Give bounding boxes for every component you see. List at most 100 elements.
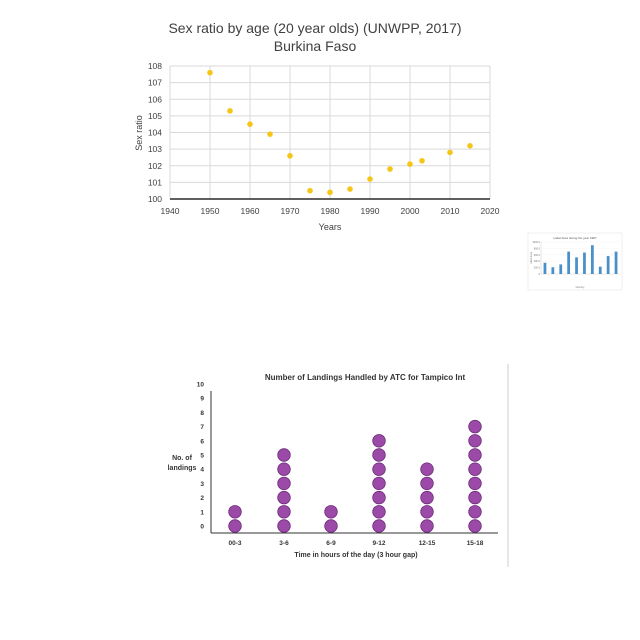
dot-marker <box>228 519 242 533</box>
dot-marker <box>468 490 482 505</box>
y-tick-labels: 0 1 2 3 4 5 6 7 8 9 10 <box>197 382 205 531</box>
x-tick-label: 12-15 <box>419 540 436 547</box>
x-tick-label: 15-18 <box>467 540 484 547</box>
dot-plot-title: Number of Landings Handled by ATC for Ta… <box>265 373 466 382</box>
dot-marker <box>277 448 291 462</box>
dot-marker <box>372 462 386 476</box>
thumbnail-bar <box>583 252 586 274</box>
scatter-point <box>407 161 413 167</box>
y-tick-label: 101 <box>148 177 162 187</box>
dot-plot-chart: Number of Landings Handled by ATC for Ta… <box>168 364 509 567</box>
thumbnail-bar <box>590 245 594 274</box>
x-tick-labels: 1940 1950 1960 1970 1980 1990 2000 2010 2020 <box>161 206 500 216</box>
scatter-point <box>347 186 353 192</box>
thumbnail-y-tick: 1000.0 <box>532 241 540 244</box>
x-tick-label: 1940 <box>161 206 180 216</box>
data-points <box>207 69 473 196</box>
dot-marker <box>372 434 386 448</box>
dot-marker <box>468 505 482 519</box>
thumbnail-x-label: Country <box>576 286 586 289</box>
y-tick-label: 9 <box>200 396 204 403</box>
dot-marker <box>420 462 434 476</box>
scatter-point <box>387 166 393 172</box>
y-tick-label: 1 <box>200 509 204 516</box>
y-tick-label: 5 <box>200 453 204 460</box>
scatter-point <box>267 131 273 137</box>
x-axis-label: Years <box>319 222 342 232</box>
dot-marker <box>372 490 386 505</box>
y-axis-label: Sex ratio <box>134 115 144 151</box>
y-tick-label: 104 <box>148 128 162 138</box>
dot-columns <box>228 419 482 533</box>
dot-marker <box>420 519 434 533</box>
dot-marker <box>372 448 386 462</box>
x-tick-label: 9-12 <box>372 540 385 547</box>
x-tick-label: 00-3 <box>228 540 241 547</box>
dot-marker <box>420 476 434 491</box>
x-tick-label: 1950 <box>201 206 220 216</box>
thumbnail-frame <box>527 232 623 291</box>
dot-marker <box>324 519 338 533</box>
x-tick-label: 1970 <box>281 206 300 216</box>
y-tick-label: 2 <box>200 495 204 502</box>
y-tick-label: 103 <box>148 144 162 154</box>
scatter-point <box>419 157 425 164</box>
dot-marker <box>468 448 482 462</box>
y-tick-label: 105 <box>148 111 162 121</box>
x-tick-label: 6-9 <box>326 540 336 547</box>
x-tick-label: 3-6 <box>279 540 289 547</box>
x-tick-labels: 00-3 3-6 6-9 9-12 12-15 15-18 <box>228 540 483 547</box>
dot-marker <box>468 419 482 434</box>
y-tick-label: 6 <box>200 438 204 445</box>
y-tick-label: 8 <box>200 410 204 417</box>
scatter-point <box>287 152 293 159</box>
dot-marker <box>468 476 482 491</box>
thumbnail-bar-chart: Label does during the year 1987 0 200.0 400… <box>527 232 623 291</box>
dot-marker <box>468 462 482 476</box>
thumbnail-y-tick: 400.0 <box>534 260 541 263</box>
y-axis-label-line2: landings <box>168 465 197 472</box>
dot-marker <box>420 490 434 505</box>
y-tick-label: 7 <box>200 424 204 431</box>
x-tick-label: 1960 <box>241 206 260 216</box>
scatter-point <box>327 189 333 196</box>
scatter-point <box>467 143 473 149</box>
thumbnail-y-tick: 800.0 <box>534 247 541 250</box>
thumbnail-y-label: Label does <box>530 251 533 264</box>
chart-title: Sex ratio by age (20 year olds) (UNWPP, … <box>168 20 461 36</box>
x-tick-label: 2020 <box>481 206 500 216</box>
y-tick-labels: 100 101 102 103 104 105 106 107 108 <box>148 61 162 204</box>
thumbnail-bar <box>551 267 555 274</box>
thumbnail-bar <box>614 251 618 274</box>
x-tick-label: 2000 <box>401 206 420 216</box>
dot-marker <box>228 505 242 519</box>
thumbnail-bar <box>543 262 547 274</box>
dot-marker <box>277 505 291 519</box>
thumbnail-bar <box>606 256 610 274</box>
x-tick-label: 1980 <box>321 206 340 216</box>
dot-marker <box>277 476 291 491</box>
thumbnail-bar <box>575 257 578 274</box>
y-tick-label: 0 <box>200 524 204 531</box>
x-tick-label: 1990 <box>361 206 380 216</box>
dot-marker <box>277 519 291 533</box>
y-tick-label: 10 <box>197 382 205 389</box>
dot-marker <box>277 462 291 476</box>
y-tick-label: 102 <box>148 161 162 171</box>
thumbnail-bar <box>598 266 602 274</box>
scatter-point <box>447 149 453 156</box>
y-tick-label: 4 <box>200 467 204 474</box>
scatter-point <box>367 176 373 182</box>
dot-marker <box>324 505 338 519</box>
dot-marker <box>372 476 386 491</box>
x-tick-label: 2010 <box>441 206 460 216</box>
y-tick-label: 106 <box>148 94 162 104</box>
y-tick-label: 107 <box>148 78 162 88</box>
y-tick-label: 3 <box>200 481 204 488</box>
thumbnail-y-tick: 600.0 <box>534 254 541 257</box>
dot-marker <box>420 505 434 519</box>
thumbnail-y-tick: 0 <box>539 273 541 276</box>
scatter-point <box>227 108 233 114</box>
y-axis-label-line1: No. of <box>172 455 192 462</box>
